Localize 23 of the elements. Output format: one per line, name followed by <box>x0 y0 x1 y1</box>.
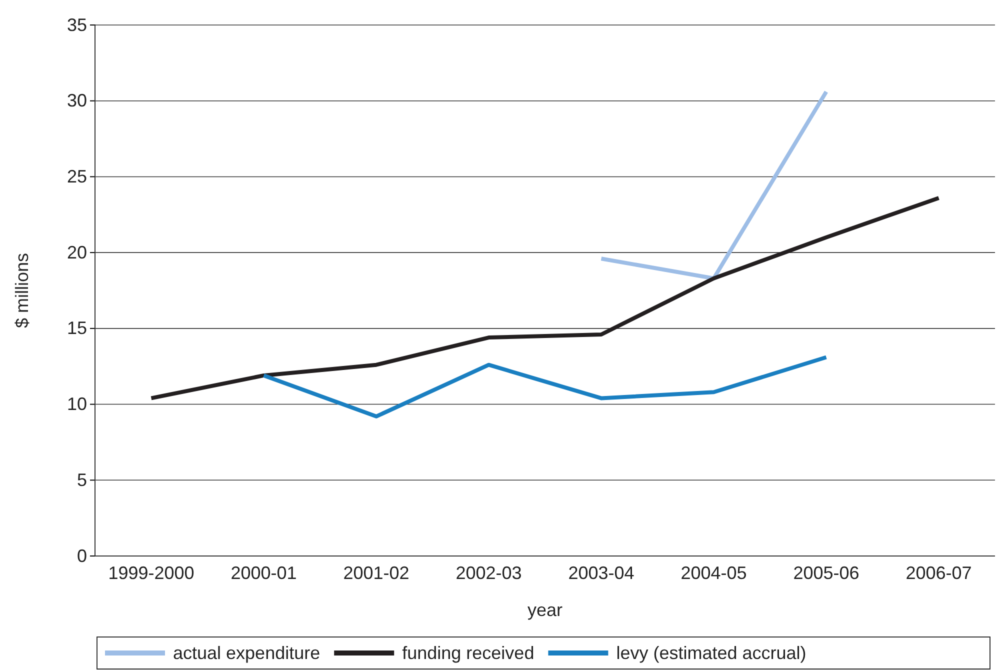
x-tick-label: 2000-01 <box>230 562 297 583</box>
x-tick-label: 2004-05 <box>680 562 747 583</box>
x-tick-label: 2006-07 <box>906 562 972 583</box>
line-series <box>149 196 941 400</box>
x-tick-label: 2005-06 <box>793 562 860 583</box>
legend-label: levy (estimated accrual) <box>616 643 806 663</box>
y-tick-label: 25 <box>66 166 87 186</box>
y-tick-label: 30 <box>66 90 87 111</box>
y-axis-title: $ millions <box>12 252 32 328</box>
x-axis-title: year <box>527 600 563 620</box>
y-tick-label: 20 <box>66 242 87 262</box>
x-tick-label: 2003-04 <box>568 562 634 583</box>
x-tick-label: 2002-03 <box>456 562 522 583</box>
legend-label: actual expenditure <box>173 643 320 663</box>
y-tick-label: 35 <box>66 14 87 35</box>
y-tick-label: 5 <box>76 470 87 490</box>
y-tick-label: 0 <box>76 546 87 566</box>
legend-label: funding received <box>402 643 534 663</box>
x-tick-label: 2001-02 <box>343 562 410 583</box>
y-tick-label: 10 <box>66 394 87 414</box>
y-tick-label: 15 <box>66 318 87 338</box>
line-series <box>262 355 828 418</box>
x-tick-label: 1999-2000 <box>108 562 194 583</box>
